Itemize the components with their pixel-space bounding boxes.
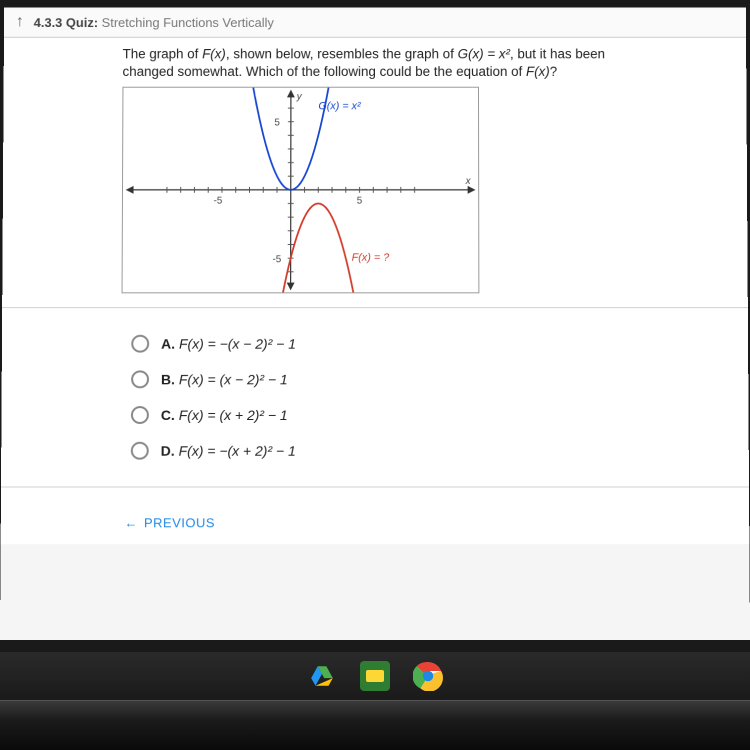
svg-text:G(x) = x²: G(x) = x² xyxy=(318,101,361,113)
svg-text:-5: -5 xyxy=(273,255,282,266)
google-classroom-icon[interactable] xyxy=(360,661,390,691)
browser-viewport: ↑ 4.3.3 Quiz: Stretching Functions Verti… xyxy=(0,7,750,640)
radio-icon[interactable] xyxy=(131,335,149,353)
option-a[interactable]: A.F(x) = −(x − 2)² − 1 xyxy=(131,326,629,362)
svg-text:-5: -5 xyxy=(214,196,223,207)
laptop-edge xyxy=(0,700,750,750)
taskbar xyxy=(0,652,750,700)
arrow-left-icon: ← xyxy=(124,516,138,531)
divider xyxy=(1,487,749,488)
previous-button[interactable]: ← PREVIOUS xyxy=(124,516,215,531)
radio-icon[interactable] xyxy=(131,442,149,460)
graph-figure: -5 5 5 -5 y x G(x) = x² F(x) = ? xyxy=(122,87,480,294)
chrome-icon[interactable] xyxy=(412,660,444,692)
previous-label: PREVIOUS xyxy=(144,516,215,531)
svg-text:5: 5 xyxy=(357,196,363,207)
svg-text:x: x xyxy=(465,177,472,188)
svg-text:y: y xyxy=(296,92,303,103)
option-b[interactable]: B.F(x) = (x − 2)² − 1 xyxy=(131,362,629,398)
quiz-header: ↑ 4.3.3 Quiz: Stretching Functions Verti… xyxy=(4,7,746,37)
google-drive-icon[interactable] xyxy=(306,660,338,692)
section-number: 4.3.3 xyxy=(34,15,63,30)
graph-svg: -5 5 5 -5 y x G(x) = x² F(x) = ? xyxy=(123,88,479,293)
radio-icon[interactable] xyxy=(131,407,149,425)
divider xyxy=(2,308,748,309)
option-c[interactable]: C.F(x) = (x + 2)² − 1 xyxy=(131,398,629,434)
option-d[interactable]: D.F(x) = −(x + 2)² − 1 xyxy=(131,433,630,469)
answer-options: A.F(x) = −(x − 2)² − 1 B.F(x) = (x − 2)²… xyxy=(131,326,630,469)
svg-text:F(x) = ?: F(x) = ? xyxy=(352,252,390,264)
quiz-title: Stretching Functions Vertically xyxy=(102,15,274,30)
radio-icon[interactable] xyxy=(131,371,149,389)
back-arrow-icon[interactable]: ↑ xyxy=(16,13,24,31)
quiz-content: The graph of F(x), shown below, resemble… xyxy=(1,38,750,545)
question-text: The graph of F(x), shown below, resemble… xyxy=(122,46,627,82)
svg-text:5: 5 xyxy=(274,118,280,129)
quiz-label: Quiz: xyxy=(66,15,98,30)
